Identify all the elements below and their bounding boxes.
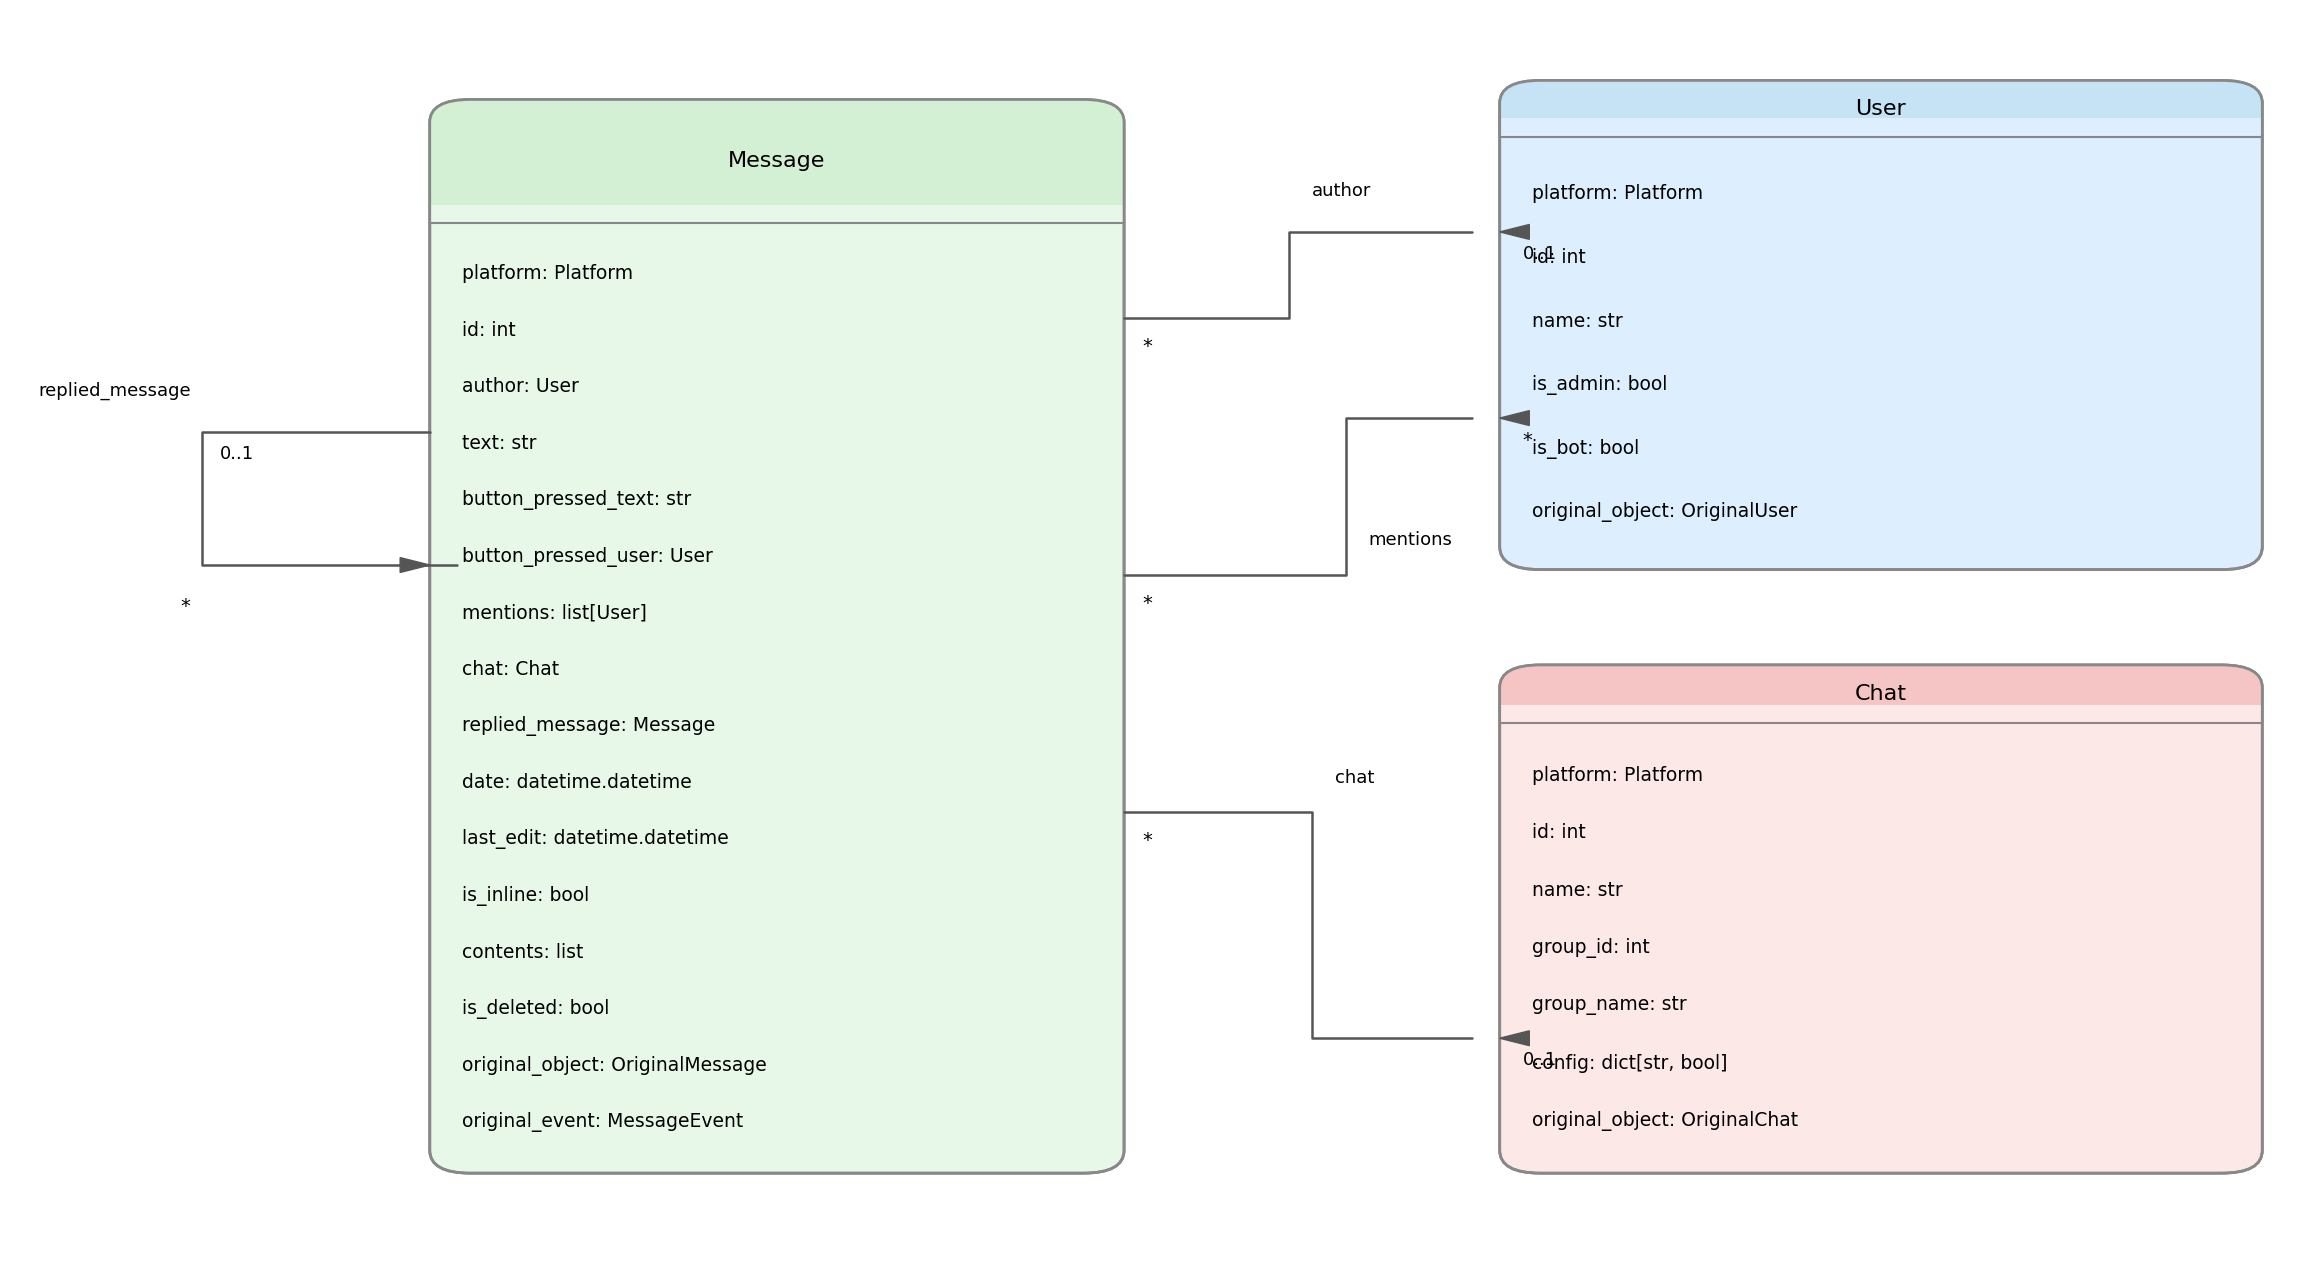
Text: Chat: Chat bbox=[1854, 684, 1907, 705]
Text: last_edit: datetime.datetime: last_edit: datetime.datetime bbox=[462, 830, 728, 849]
Text: is_deleted: bool: is_deleted: bool bbox=[462, 999, 608, 1019]
Text: *: * bbox=[1142, 831, 1151, 851]
Bar bbox=[1500, 705, 2263, 724]
Text: replied_message: Message: replied_message: Message bbox=[462, 716, 714, 737]
Text: group_name: str: group_name: str bbox=[1531, 996, 1685, 1016]
Bar bbox=[430, 205, 1124, 223]
Text: text: str: text: str bbox=[462, 434, 536, 453]
Text: id: int: id: int bbox=[462, 321, 516, 340]
Text: is_bot: bool: is_bot: bool bbox=[1531, 439, 1639, 459]
Text: *: * bbox=[1142, 593, 1151, 613]
Text: 0..1: 0..1 bbox=[1521, 1051, 1556, 1069]
FancyBboxPatch shape bbox=[430, 100, 1124, 1173]
Text: 0..1: 0..1 bbox=[1521, 244, 1556, 262]
Text: contents: list: contents: list bbox=[462, 943, 583, 962]
Text: original_object: OriginalUser: original_object: OriginalUser bbox=[1531, 503, 1796, 522]
Text: *: * bbox=[180, 597, 190, 615]
Text: id: int: id: int bbox=[1531, 248, 1586, 267]
FancyBboxPatch shape bbox=[1500, 81, 2263, 569]
Text: Message: Message bbox=[728, 151, 825, 171]
Text: chat: Chat: chat: Chat bbox=[462, 660, 560, 679]
Text: name: str: name: str bbox=[1531, 881, 1623, 900]
Text: is_admin: bool: is_admin: bool bbox=[1531, 375, 1667, 395]
FancyBboxPatch shape bbox=[1500, 665, 2263, 1173]
Text: chat: chat bbox=[1334, 769, 1373, 787]
Text: group_id: int: group_id: int bbox=[1531, 939, 1648, 958]
Polygon shape bbox=[1500, 411, 1528, 426]
Text: date: datetime.datetime: date: datetime.datetime bbox=[462, 774, 691, 793]
Polygon shape bbox=[400, 558, 430, 573]
Text: replied_message: replied_message bbox=[37, 382, 190, 400]
Text: User: User bbox=[1857, 98, 1907, 119]
FancyBboxPatch shape bbox=[1500, 81, 2263, 137]
Text: original_object: OriginalMessage: original_object: OriginalMessage bbox=[462, 1055, 765, 1076]
Text: *: * bbox=[1142, 338, 1151, 356]
Polygon shape bbox=[1500, 1031, 1528, 1046]
Text: id: int: id: int bbox=[1531, 824, 1586, 843]
FancyBboxPatch shape bbox=[1500, 665, 2263, 724]
Polygon shape bbox=[1500, 225, 1528, 239]
Text: original_event: MessageEvent: original_event: MessageEvent bbox=[462, 1113, 742, 1132]
Text: original_object: OriginalChat: original_object: OriginalChat bbox=[1531, 1111, 1799, 1132]
Text: platform: Platform: platform: Platform bbox=[1531, 766, 1702, 785]
Text: author: author bbox=[1311, 182, 1371, 200]
FancyBboxPatch shape bbox=[430, 100, 1124, 223]
Text: platform: Platform: platform: Platform bbox=[1531, 184, 1702, 203]
Text: *: * bbox=[1521, 431, 1533, 450]
Text: mentions: list[User]: mentions: list[User] bbox=[462, 604, 647, 623]
Text: button_pressed_text: str: button_pressed_text: str bbox=[462, 490, 691, 510]
Bar bbox=[1500, 119, 2263, 137]
Text: button_pressed_user: User: button_pressed_user: User bbox=[462, 546, 712, 567]
Text: config: dict[str, bool]: config: dict[str, bool] bbox=[1531, 1054, 1727, 1073]
Text: mentions: mentions bbox=[1369, 531, 1452, 549]
Text: is_inline: bool: is_inline: bool bbox=[462, 886, 590, 906]
Text: name: str: name: str bbox=[1531, 312, 1623, 331]
Text: platform: Platform: platform: Platform bbox=[462, 265, 633, 284]
Text: author: User: author: User bbox=[462, 377, 578, 396]
Text: 0..1: 0..1 bbox=[220, 445, 254, 463]
